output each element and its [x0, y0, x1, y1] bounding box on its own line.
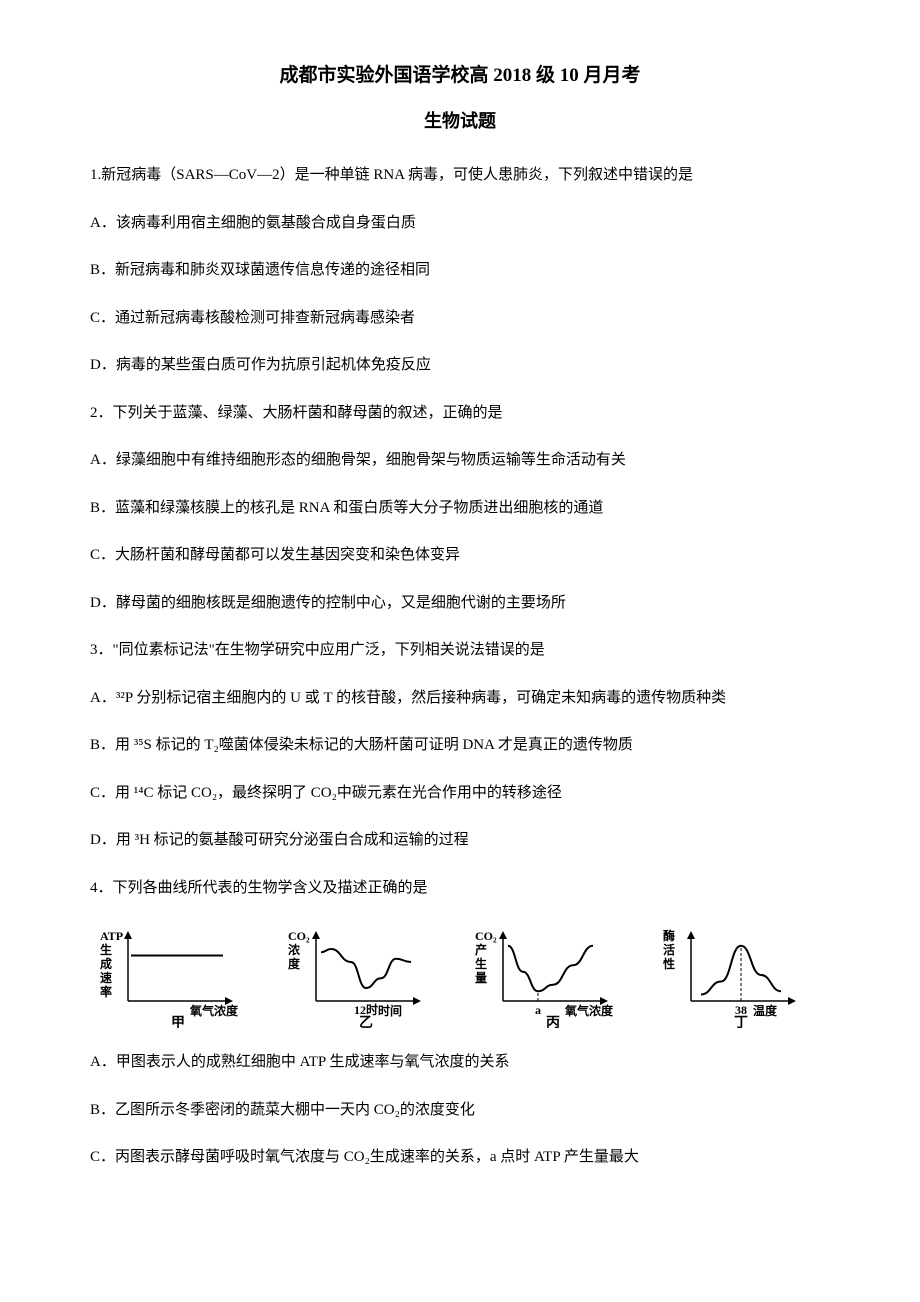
exam-subtitle: 生物试题 [90, 107, 830, 133]
svg-text:生: 生 [100, 942, 112, 957]
figure-3: CO₂产生量氧气浓度丙a [465, 923, 643, 1028]
q2-option-b: B．蓝藻和绿藻核膜上的核孔是 RNA 和蛋白质等大分子物质进出细胞核的通道 [90, 496, 830, 522]
figures-row: ATP生成速率氧气浓度甲 CO₂浓度时间乙12时 CO₂产生量氧气浓度丙a 酶活… [90, 923, 830, 1028]
svg-text:成: 成 [100, 956, 112, 971]
q1-option-d: D．病毒的某些蛋白质可作为抗原引起机体免疫反应 [90, 353, 830, 379]
svg-text:速: 速 [100, 970, 112, 985]
q4-stem: 4．下列各曲线所代表的生物学含义及描述正确的是 [90, 876, 830, 902]
q4-option-b: B．乙图所示冬季密闭的蔬菜大棚中一天内 CO₂的浓度变化 [90, 1098, 830, 1124]
svg-text:甲: 甲 [171, 1015, 185, 1028]
svg-text:氧气浓度: 氧气浓度 [189, 1003, 239, 1018]
chart-4-svg: 酶活性温度丁38 [653, 923, 813, 1028]
svg-text:丙: 丙 [546, 1015, 560, 1028]
svg-text:性: 性 [662, 956, 675, 971]
svg-text:生: 生 [475, 956, 487, 971]
q3-stem: 3．"同位素标记法"在生物学研究中应用广泛，下列相关说法错误的是 [90, 638, 830, 664]
chart-2-svg: CO₂浓度时间乙12时 [278, 923, 438, 1028]
exam-title: 成都市实验外国语学校高 2018 级 10 月月考 [90, 60, 830, 87]
svg-text:CO₂: CO₂ [475, 929, 497, 943]
svg-text:酶: 酶 [663, 928, 675, 943]
svg-text:a: a [535, 1003, 541, 1017]
svg-text:浓: 浓 [288, 942, 301, 957]
figure-4: 酶活性温度丁38 [653, 923, 831, 1028]
svg-text:ATP: ATP [100, 929, 123, 943]
svg-text:温度: 温度 [753, 1003, 778, 1018]
svg-text:时间: 时间 [378, 1003, 402, 1018]
svg-text:38: 38 [735, 1003, 747, 1017]
q3-option-d: D．用 ³H 标记的氨基酸可研究分泌蛋白合成和运输的过程 [90, 828, 830, 854]
q1-stem: 1.新冠病毒（SARS—CoV—2）是一种单链 RNA 病毒，可使人患肺炎，下列… [90, 163, 830, 189]
svg-text:丁: 丁 [734, 1016, 748, 1028]
q2-option-c: C．大肠杆菌和酵母菌都可以发生基因突变和染色体变异 [90, 543, 830, 569]
q4-option-c: C．丙图表示酵母菌呼吸时氧气浓度与 CO₂生成速率的关系，a 点时 ATP 产生… [90, 1145, 830, 1171]
figure-2: CO₂浓度时间乙12时 [278, 923, 456, 1028]
svg-text:度: 度 [288, 956, 301, 971]
q3-option-b: B．用 ³⁵S 标记的 T₂噬菌体侵染未标记的大肠杆菌可证明 DNA 才是真正的… [90, 733, 830, 759]
q2-option-a: A．绿藻细胞中有维持细胞形态的细胞骨架，细胞骨架与物质运输等生命活动有关 [90, 448, 830, 474]
q4-option-a: A．甲图表示人的成熟红细胞中 ATP 生成速率与氧气浓度的关系 [90, 1050, 830, 1076]
figure-1: ATP生成速率氧气浓度甲 [90, 923, 268, 1028]
q1-option-a: A．该病毒利用宿主细胞的氨基酸合成自身蛋白质 [90, 211, 830, 237]
svg-text:氧气浓度: 氧气浓度 [564, 1003, 614, 1018]
q3-option-a: A．³²P 分别标记宿主细胞内的 U 或 T 的核苷酸，然后接种病毒，可确定未知… [90, 686, 830, 712]
svg-text:CO₂: CO₂ [288, 929, 310, 943]
svg-text:量: 量 [475, 971, 487, 985]
q2-option-d: D．酵母菌的细胞核既是细胞遗传的控制中心，又是细胞代谢的主要场所 [90, 591, 830, 617]
svg-text:率: 率 [100, 984, 112, 999]
q1-option-b: B．新冠病毒和肺炎双球菌遗传信息传递的途径相同 [90, 258, 830, 284]
chart-3-svg: CO₂产生量氧气浓度丙a [465, 923, 625, 1028]
svg-text:活: 活 [663, 942, 675, 957]
svg-text:12时: 12时 [353, 1002, 377, 1017]
svg-text:产: 产 [475, 942, 487, 957]
q2-stem: 2．下列关于蓝藻、绿藻、大肠杆菌和酵母菌的叙述，正确的是 [90, 401, 830, 427]
chart-1-svg: ATP生成速率氧气浓度甲 [90, 923, 250, 1028]
q3-option-c: C．用 ¹⁴C 标记 CO₂，最终探明了 CO₂中碳元素在光合作用中的转移途径 [90, 781, 830, 807]
q1-option-c: C．通过新冠病毒核酸检测可排查新冠病毒感染者 [90, 306, 830, 332]
